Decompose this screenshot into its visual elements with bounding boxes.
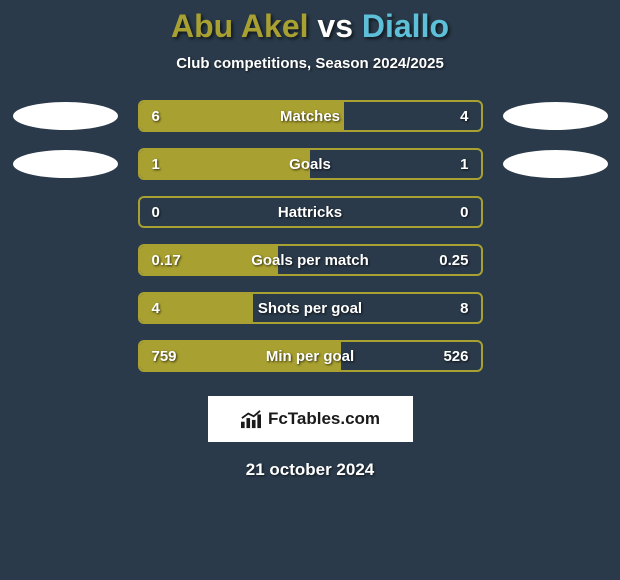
badge-spacer <box>13 294 118 322</box>
stat-value-right: 526 <box>443 348 468 365</box>
player2-badge <box>503 150 608 178</box>
stat-label: Shots per goal <box>140 300 481 317</box>
stat-label: Goals <box>140 156 481 173</box>
badge-spacer <box>13 198 118 226</box>
stats-list: 6Matches4 1Goals1 0Hattricks0 0.17Goals per… <box>13 100 608 388</box>
player1-badge <box>13 150 118 178</box>
badge-spacer <box>503 198 608 226</box>
stat-bar: 4Shots per goal8 <box>138 292 483 324</box>
stat-row: 6Matches4 <box>13 100 608 132</box>
comparison-title: Abu Akel vs Diallo <box>171 8 449 45</box>
stat-label: Min per goal <box>140 348 481 365</box>
stat-value-right: 0 <box>460 204 468 221</box>
player1-name: Abu Akel <box>171 8 309 44</box>
player2-badge <box>503 102 608 130</box>
badge-spacer <box>13 246 118 274</box>
chart-icon <box>240 409 262 429</box>
stat-bar: 759Min per goal526 <box>138 340 483 372</box>
player1-badge <box>13 102 118 130</box>
stat-row: 1Goals1 <box>13 148 608 180</box>
stat-value-right: 4 <box>460 108 468 125</box>
stat-row: 0.17Goals per match0.25 <box>13 244 608 276</box>
stat-bar: 0Hattricks0 <box>138 196 483 228</box>
player2-name: Diallo <box>362 8 449 44</box>
stat-row: 0Hattricks0 <box>13 196 608 228</box>
stat-label: Hattricks <box>140 204 481 221</box>
badge-spacer <box>503 294 608 322</box>
stat-row: 759Min per goal526 <box>13 340 608 372</box>
subtitle: Club competitions, Season 2024/2025 <box>176 55 444 72</box>
stat-value-right: 1 <box>460 156 468 173</box>
stat-value-right: 0.25 <box>439 252 468 269</box>
stat-row: 4Shots per goal8 <box>13 292 608 324</box>
badge-spacer <box>13 342 118 370</box>
badge-spacer <box>503 246 608 274</box>
logo-text: FcTables.com <box>268 409 380 429</box>
vs-text: vs <box>309 8 362 44</box>
stat-label: Matches <box>140 108 481 125</box>
stat-label: Goals per match <box>140 252 481 269</box>
stat-value-right: 8 <box>460 300 468 317</box>
stat-bar: 6Matches4 <box>138 100 483 132</box>
badge-spacer <box>503 342 608 370</box>
fctables-logo[interactable]: FcTables.com <box>208 396 413 442</box>
stat-bar: 0.17Goals per match0.25 <box>138 244 483 276</box>
stat-bar: 1Goals1 <box>138 148 483 180</box>
date-text: 21 october 2024 <box>246 460 375 480</box>
